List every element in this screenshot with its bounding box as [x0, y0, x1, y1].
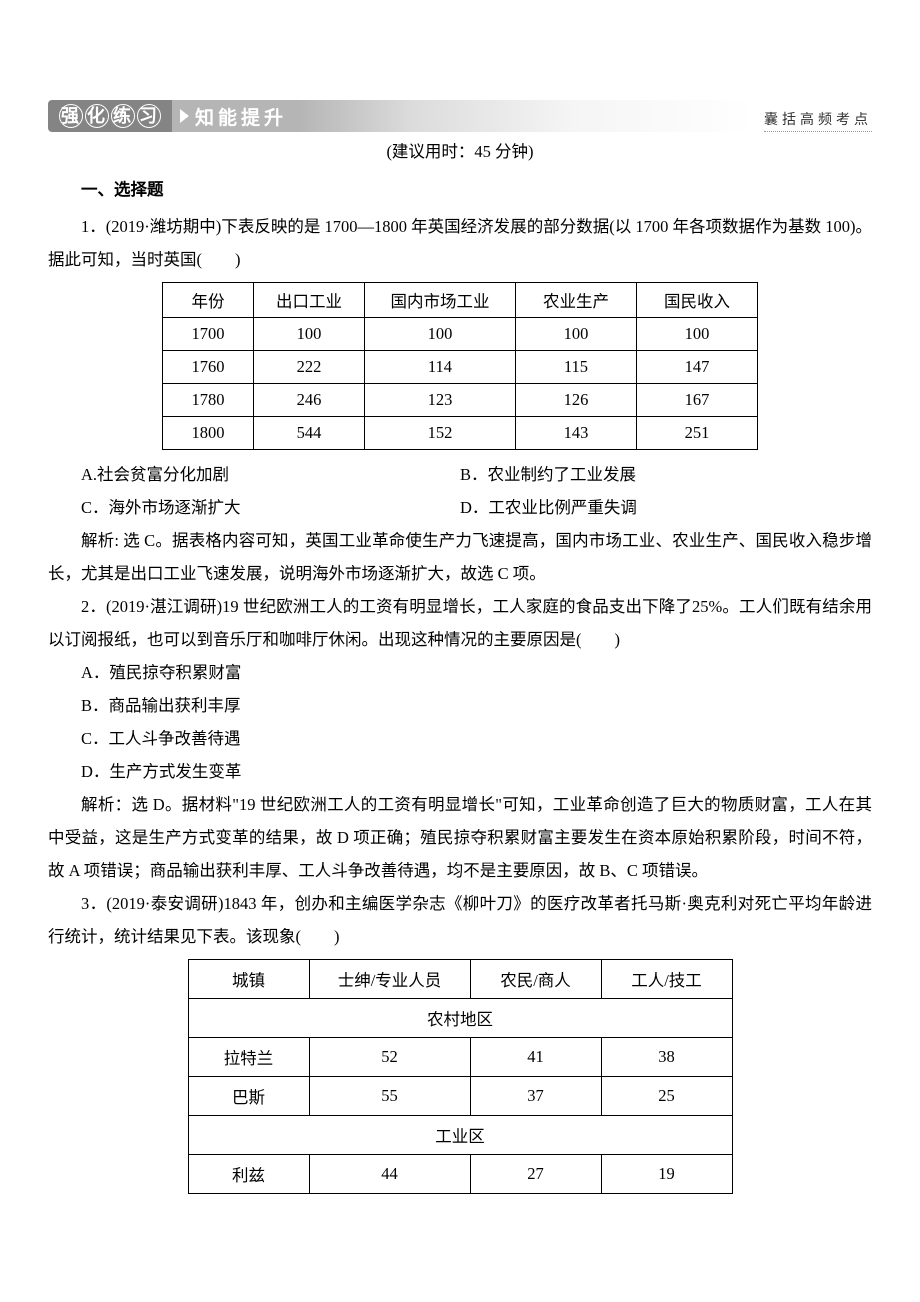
table-row: 1760222114115147	[163, 351, 758, 384]
table-row: 拉特兰524138	[188, 1038, 732, 1077]
th: 农民/商人	[470, 960, 601, 999]
q1-options-row2: C．海外市场逐渐扩大 D．工农业比例严重失调	[48, 491, 872, 524]
triangle-icon	[180, 109, 189, 123]
banner-left-block: 强 化 练 习	[48, 100, 172, 132]
q1-option-b: B．农业制约了工业发展	[460, 458, 872, 491]
q1-option-d: D．工农业比例严重失调	[460, 491, 872, 524]
q2-option-a: A．殖民掠夺积累财富	[48, 656, 872, 689]
q1-table: 年份 出口工业 国内市场工业 农业生产 国民收入 170010010010010…	[162, 282, 758, 450]
q2-option-b: B．商品输出获利丰厚	[48, 689, 872, 722]
banner-mid-text: 知能提升	[195, 103, 287, 130]
banner-mid-block: 知能提升	[172, 100, 299, 132]
th: 国内市场工业	[365, 283, 516, 318]
suggested-time: (建议用时：45 分钟)	[48, 138, 872, 162]
q1-option-c: C．海外市场逐渐扩大	[48, 491, 460, 524]
banner-char: 习	[137, 104, 161, 128]
q2-stem: 2．(2019·湛江调研)19 世纪欧洲工人的工资有明显增长，工人家庭的食品支出…	[48, 590, 872, 656]
q1-option-a: A.社会贫富分化加剧	[48, 458, 460, 491]
q3-stem: 3．(2019·泰安调研)1843 年，创办和主编医学杂志《柳叶刀》的医疗改革者…	[48, 887, 872, 953]
th: 工人/技工	[601, 960, 732, 999]
th: 出口工业	[254, 283, 365, 318]
q3-table: 城镇 士绅/专业人员 农民/商人 工人/技工 农村地区 拉特兰524138 巴斯…	[188, 959, 733, 1194]
table-row: 巴斯553725	[188, 1077, 732, 1116]
th: 年份	[163, 283, 254, 318]
table-subheader: 工业区	[188, 1116, 732, 1155]
q2-answer: 解析：选 D。据材料"19 世纪欧洲工人的工资有明显增长"可知，工业革命创造了巨…	[48, 788, 872, 887]
th: 士绅/专业人员	[309, 960, 470, 999]
table-row: 1700100100100100	[163, 318, 758, 351]
table-row: 1780246123126167	[163, 384, 758, 417]
table-row: 1800544152143251	[163, 417, 758, 450]
q2-option-c: C．工人斗争改善待遇	[48, 722, 872, 755]
q2-option-d: D．生产方式发生变革	[48, 755, 872, 788]
q1-stem: 1．(2019·潍坊期中)下表反映的是 1700—1800 年英国经济发展的部分…	[48, 210, 872, 276]
banner-gradient	[299, 100, 756, 132]
section-title: 一、选择题	[48, 176, 872, 200]
header-banner: 强 化 练 习 知能提升 囊括高频考点	[48, 100, 872, 132]
q1-answer: 解析: 选 C。据表格内容可知，英国工业革命使生产力飞速提高，国内市场工业、农业…	[48, 524, 872, 590]
table-row: 利兹442719	[188, 1155, 732, 1194]
th: 城镇	[188, 960, 309, 999]
table-row: 城镇 士绅/专业人员 农民/商人 工人/技工	[188, 960, 732, 999]
banner-right-text: 囊括高频考点	[764, 109, 872, 132]
banner-char: 练	[111, 104, 135, 128]
th: 农业生产	[516, 283, 637, 318]
th: 国民收入	[637, 283, 758, 318]
q1-options-row1: A.社会贫富分化加剧 B．农业制约了工业发展	[48, 458, 872, 491]
table-row: 年份 出口工业 国内市场工业 农业生产 国民收入	[163, 283, 758, 318]
table-subheader: 农村地区	[188, 999, 732, 1038]
banner-char: 强	[59, 104, 83, 128]
banner-char: 化	[85, 104, 109, 128]
